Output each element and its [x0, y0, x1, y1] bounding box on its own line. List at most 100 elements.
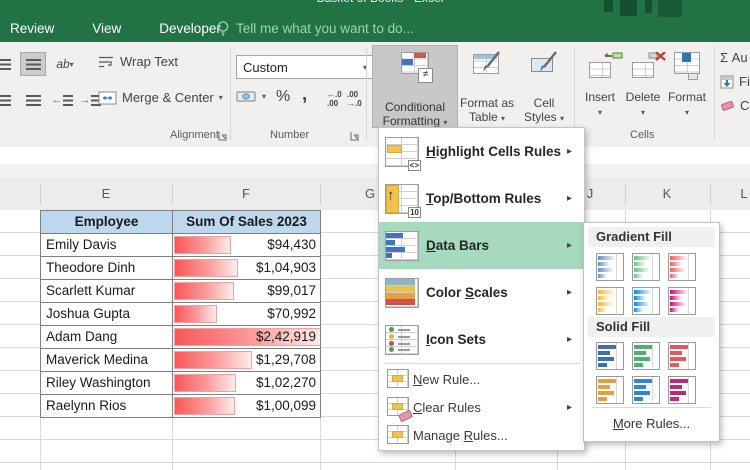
column-header-j[interactable]: J	[587, 186, 594, 201]
comma-style-button[interactable]: ,	[302, 84, 307, 106]
column-header-l[interactable]: L	[740, 186, 747, 201]
column-header-f[interactable]: F	[242, 186, 250, 201]
tab-view[interactable]: View	[90, 21, 123, 36]
color-scales-icon	[385, 278, 419, 308]
currency-icon	[236, 90, 257, 103]
menu-item-highlight-cells-rules[interactable]: <>Highlight Cells Rules▸	[379, 128, 584, 175]
merge-center-button[interactable]: Merge & Center ▾	[98, 90, 223, 105]
employee-cell[interactable]: Scarlett Kumar	[41, 280, 173, 303]
menu-item-data-bars[interactable]: Data Bars▸	[379, 222, 584, 269]
employee-cell[interactable]: Maverick Medina	[41, 349, 173, 372]
sales-cell[interactable]: $1,29,708	[173, 349, 321, 372]
insert-cells-button[interactable]: Insert ▾	[580, 50, 620, 117]
decrease-indent-button[interactable]: ←	[48, 88, 76, 112]
percent-style-button[interactable]: %	[276, 88, 290, 106]
data-bar	[174, 259, 238, 277]
sales-cell[interactable]: $1,02,270	[173, 372, 321, 395]
orientation-button[interactable]: ab▾	[48, 52, 82, 76]
menu-item-manage-rules[interactable]: Manage Rules...	[379, 421, 584, 449]
wrap-text-icon	[98, 55, 115, 69]
fill-button[interactable]: Fil	[720, 74, 750, 89]
employee-cell[interactable]: Raelynn Rios	[41, 395, 173, 418]
number-dialog-launcher[interactable]	[350, 131, 361, 142]
top-bottom-icon: ↑10	[385, 184, 419, 214]
tell-me-box[interactable]: Tell me what you want to do...	[216, 14, 414, 42]
column-headers[interactable]: EFGJKL	[0, 178, 750, 211]
employee-cell[interactable]: Theodore Dinh	[41, 257, 173, 280]
eraser-icon	[720, 99, 735, 112]
gradient-fill-swatch-5[interactable]	[632, 287, 660, 315]
gradient-fill-swatch-4[interactable]	[596, 287, 624, 315]
menu-item-label: Clear Rules	[413, 400, 481, 415]
column-header-k[interactable]: K	[663, 186, 672, 201]
format-as-table-button[interactable]: Format as Table ▾	[458, 46, 516, 126]
tell-me-label: Tell me what you want to do...	[236, 21, 414, 36]
table-header-employee[interactable]: Employee	[41, 211, 173, 234]
formula-bar[interactable]	[0, 147, 750, 165]
sales-cell[interactable]: $94,430	[173, 234, 321, 257]
data-bar	[174, 236, 231, 254]
table-header-sales[interactable]: Sum Of Sales 2023	[173, 211, 321, 234]
increase-decimal-button[interactable]: ←.0.00	[327, 90, 342, 108]
column-header-e[interactable]: E	[102, 186, 111, 201]
menu-item-icon-sets[interactable]: Icon Sets▸	[379, 316, 584, 363]
sales-cell[interactable]: $1,00,099	[173, 395, 321, 418]
new-rule-icon	[387, 369, 409, 389]
gradient-fill-swatch-3[interactable]	[668, 253, 696, 281]
data-bar	[174, 397, 235, 415]
solid-fill-swatch-2[interactable]	[632, 342, 660, 370]
solid-fill-swatch-1[interactable]	[596, 342, 624, 370]
menu-item-clear-rules[interactable]: Clear Rules▸	[379, 393, 584, 421]
conditional-formatting-button[interactable]: ≠ Conditional Formatting ▾	[372, 45, 458, 128]
column-header-g[interactable]: G	[365, 186, 375, 201]
gradient-fill-swatch-1[interactable]	[596, 253, 624, 281]
employee-cell[interactable]: Emily Davis	[41, 234, 173, 257]
alignment-group-label: Alignment	[170, 129, 219, 141]
clear-button[interactable]: Cl	[720, 98, 750, 113]
watermark	[645, 0, 652, 13]
solid-fill-swatch-5[interactable]	[632, 376, 660, 404]
sales-cell[interactable]: $70,992	[173, 303, 321, 326]
employee-cell[interactable]: Joshua Gupta	[41, 303, 173, 326]
data-bars-submenu: More Rules... Gradient FillSolid Fill	[583, 222, 720, 442]
alignment-dialog-launcher[interactable]	[218, 131, 229, 142]
menu-item-top-bottom-rules[interactable]: ↑10Top/Bottom Rules▸	[379, 175, 584, 222]
ribbon-tabs: Review View Developer	[8, 14, 223, 42]
align-right-button[interactable]	[20, 88, 46, 112]
employee-cell[interactable]: Riley Washington	[41, 372, 173, 395]
middle-align-button[interactable]	[20, 52, 46, 76]
menu-item-label: Color Scales	[426, 285, 508, 300]
sales-value: $70,992	[267, 303, 316, 325]
tab-developer[interactable]: Developer	[157, 21, 223, 36]
menu-item-color-scales[interactable]: Color Scales▸	[379, 269, 584, 316]
autosum-button[interactable]: Σ Au	[720, 50, 748, 65]
format-cells-button[interactable]: Format ▾	[664, 50, 710, 117]
menu-item-new-rule[interactable]: New Rule...	[379, 365, 584, 393]
solid-fill-swatch-3[interactable]	[668, 342, 696, 370]
delete-cells-button[interactable]: Delete ▾	[622, 50, 664, 117]
menu-item-label: Icon Sets	[426, 332, 486, 347]
number-format-select[interactable]: Custom ▾	[236, 55, 374, 79]
more-rules-item[interactable]: More Rules...	[592, 407, 711, 431]
column-separator	[625, 184, 626, 204]
menu-item-label: Top/Bottom Rules	[426, 191, 541, 206]
sales-cell[interactable]: $1,04,903	[173, 257, 321, 280]
gradient-fill-swatch-6[interactable]	[668, 287, 696, 315]
accounting-format-button[interactable]: ▾	[236, 90, 266, 103]
wrap-text-button[interactable]: Wrap Text	[98, 54, 178, 69]
decrease-decimal-button[interactable]: .00→.0	[347, 90, 362, 108]
clear-label: Cl	[740, 98, 750, 113]
align-left-button[interactable]	[0, 88, 16, 112]
tab-review[interactable]: Review	[8, 21, 56, 36]
cell-styles-button[interactable]: Cell Styles ▾	[518, 46, 570, 126]
number-group-label: Number	[270, 129, 309, 141]
number-format-value: Custom	[243, 60, 288, 75]
sales-cell[interactable]: $99,017	[173, 280, 321, 303]
conditional-formatting-icon: ≠	[401, 52, 429, 78]
align-button[interactable]	[0, 52, 16, 76]
sales-cell[interactable]: $2,42,919	[173, 326, 321, 349]
gradient-fill-swatch-2[interactable]	[632, 253, 660, 281]
employee-cell[interactable]: Adam Dang	[41, 326, 173, 349]
solid-fill-swatch-4[interactable]	[596, 376, 624, 404]
solid-fill-swatch-6[interactable]	[668, 376, 696, 404]
